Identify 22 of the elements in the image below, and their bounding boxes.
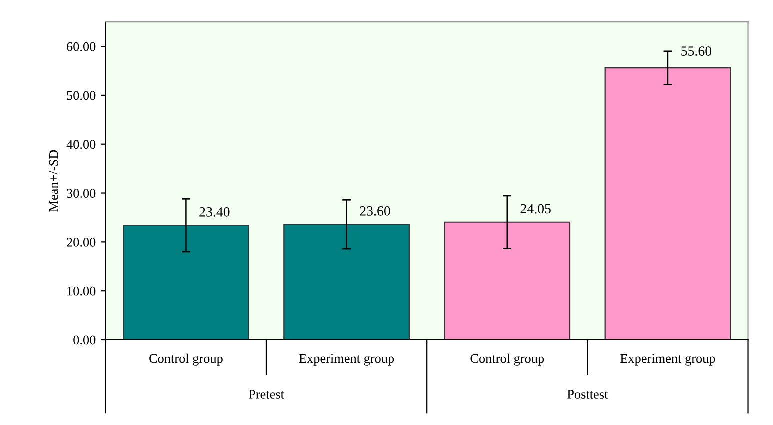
x-tick-label: Experiment group [620,354,716,366]
data-label: 23.40 [200,207,230,217]
y-tick-label: 0.00 [74,336,96,345]
data-label: 24.05 [520,204,551,214]
y-tick-label: 10.00 [68,286,96,296]
y-axis-title: Mean+/-SD [49,150,58,212]
x-tick-label: Control group [470,354,544,366]
text: Pretest [248,390,284,399]
data-label: 55.60 [682,46,712,56]
text: Posttest [568,390,608,399]
bar [444,222,571,340]
bar [604,68,732,340]
y-tick-label: 50.00 [67,91,96,100]
data-label: 23.60 [360,206,390,216]
y-tick-label: 60.00 [67,42,96,52]
y-tick-label: 30.00 [67,189,96,198]
y-tick-label: 20.00 [67,238,96,247]
bar [123,225,250,340]
y-tick-label: 40.00 [66,140,96,150]
bar [284,224,410,340]
x-tick-label: Experiment group [299,354,394,366]
x-tick-label: Control group [150,354,223,366]
